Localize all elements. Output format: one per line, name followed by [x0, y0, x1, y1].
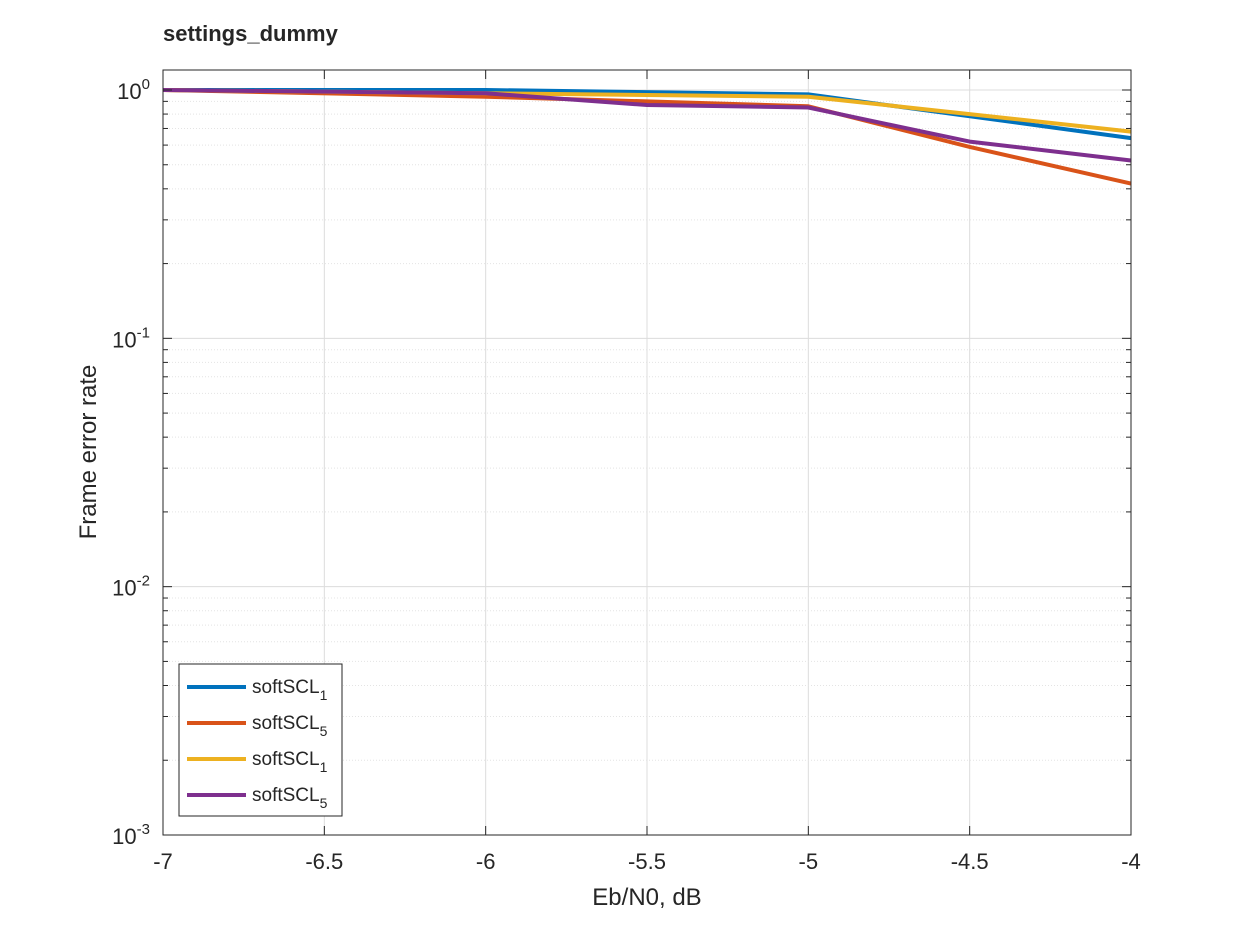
- y-tick-label-exponent: -1: [137, 324, 150, 341]
- x-tick-label: -4.5: [951, 849, 989, 874]
- y-tick-label-exponent: -3: [137, 821, 150, 838]
- y-tick-label: 100: [117, 76, 150, 104]
- y-tick-label: 10-1: [112, 324, 150, 352]
- y-tick-label-base: 10: [112, 576, 136, 601]
- legend-label-4: softSCL5: [252, 785, 328, 811]
- x-tick-label: -7: [153, 849, 173, 874]
- legend-label-3: softSCL1: [252, 749, 328, 775]
- x-tick-label: -6.5: [305, 849, 343, 874]
- chart-title: settings_dummy: [163, 21, 339, 46]
- legend-label-subscript: 1: [320, 687, 328, 703]
- y-tick-label-base: 10: [117, 79, 141, 104]
- y-tick-label-base: 10: [112, 824, 136, 849]
- series-line-2: [162, 88, 1132, 186]
- legend-label-subscript: 1: [320, 759, 328, 775]
- legend-label-subscript: 5: [320, 723, 328, 739]
- data-series: [162, 88, 1132, 186]
- y-tick-label-exponent: -2: [137, 573, 150, 590]
- legend-label-2: softSCL5: [252, 713, 328, 739]
- x-tick-label: -4: [1121, 849, 1141, 874]
- x-tick-labels: -7 -6.5 -6 -5.5 -5 -4.5 -4: [153, 849, 1141, 874]
- legend-label-name: softSCL: [252, 677, 320, 698]
- y-tick-label-exponent: 0: [142, 76, 150, 93]
- x-tick-label: -5: [799, 849, 819, 874]
- legend-label-name: softSCL: [252, 713, 320, 734]
- y-tick-label-base: 10: [112, 327, 136, 352]
- y-tick-label: 10-3: [112, 821, 150, 849]
- legend-label-subscript: 5: [320, 795, 328, 811]
- x-tick-label: -6: [476, 849, 496, 874]
- y-axis-label: Frame error rate: [75, 365, 102, 540]
- x-axis-label: Eb/N0, dB: [592, 884, 701, 911]
- x-tick-label: -5.5: [628, 849, 666, 874]
- legend-label-1: softSCL1: [252, 677, 328, 703]
- legend-box: [178, 663, 343, 817]
- series-line-4: [162, 88, 1132, 163]
- legend-label-name: softSCL: [252, 749, 320, 770]
- legend-label-name: softSCL: [252, 785, 320, 806]
- y-tick-label: 10-2: [112, 573, 150, 601]
- axis-ticks: [162, 70, 1132, 836]
